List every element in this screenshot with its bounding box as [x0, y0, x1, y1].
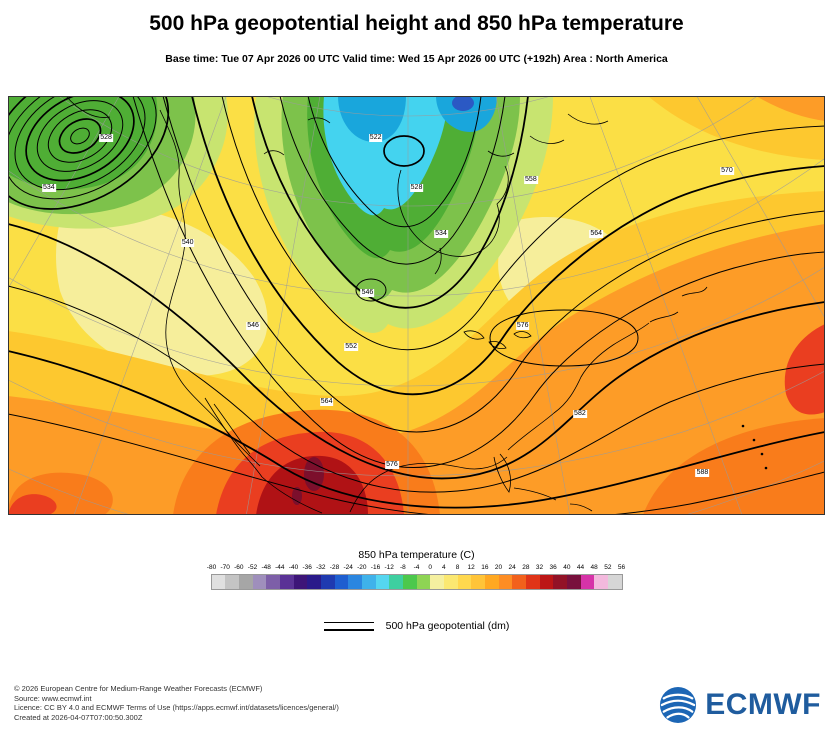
colorbar-cell	[266, 575, 280, 589]
colorbar-tick-label: -12	[384, 564, 394, 571]
colorbar-tick-label: 16	[481, 564, 489, 571]
colorbar-tick-label: -44	[275, 564, 285, 571]
colorbar-cell	[566, 575, 581, 589]
colorbar-tick-label: -24	[343, 564, 353, 571]
colorbar-tick-label: 40	[563, 564, 571, 571]
temperature-legend-title: 850 hPa temperature (C)	[358, 549, 475, 561]
colorbar-tick-label: -80	[206, 564, 217, 571]
geopotential-legend-label: 500 hPa geopotential (dm)	[385, 620, 510, 632]
colorbar-tick-label: -16	[370, 564, 381, 571]
colorbar-tick-label: 12	[467, 564, 475, 571]
weather-map-svg	[8, 96, 825, 515]
colorbar-cell	[539, 575, 554, 589]
colorbar-tick-label: -40	[288, 564, 299, 571]
created-line: Created at 2026-04-07T07:00:50.300Z	[14, 712, 143, 722]
temperature-fill-layer	[8, 96, 825, 515]
source-line: Source: www.ecmwf.int	[14, 693, 92, 703]
footer-attribution: © 2026 European Centre for Medium-Range …	[14, 684, 339, 722]
temperature-colorbar: -80 -70 -60 -52 -48 -44 -40 -36 -32 -28 -24 -20 -16-…	[207, 564, 626, 590]
colorbar-tick-label: -36	[302, 564, 312, 571]
colorbar-tick-label: 36	[549, 564, 557, 571]
colorbar-tick-label: -60	[234, 564, 244, 571]
colorbar-tick-label: 8	[455, 564, 460, 571]
colorbar-cell	[307, 575, 321, 589]
chart-subtitle: Base time: Tue 07 Apr 2026 00 UTC Valid …	[165, 53, 668, 65]
colorbar-tick-label: 4	[442, 564, 446, 571]
colorbar-cell	[580, 575, 595, 589]
geopotential-legend: 500 hPa geopotential (dm)	[0, 620, 833, 632]
colorbar-cell	[471, 575, 485, 589]
temperature-colorbar-labels: -80 -70 -60 -52 -48 -44 -40 -36 -32 -28 -24 -20 -16-…	[207, 564, 626, 573]
ecmwf-logo-text: ECMWF	[705, 688, 821, 721]
colorbar-tick-label: -4	[413, 564, 420, 571]
colorbar-cell	[238, 575, 253, 589]
colorbar-cell	[607, 575, 622, 589]
colorbar-tick-label: 32	[535, 564, 544, 571]
colorbar-cell	[594, 575, 608, 589]
ecmwf-logo: ECMWF	[659, 686, 821, 724]
colorbar-tick-label: 48	[590, 564, 598, 571]
licence-line: Licence: CC BY 4.0 and ECMWF Terms of Us…	[14, 703, 339, 712]
colorbar-tick-label: 0	[428, 564, 432, 571]
colorbar-cell	[375, 575, 390, 589]
contour-line-icon	[323, 621, 374, 631]
temperature-colorbar-cells	[210, 574, 623, 590]
colorbar-cell	[293, 575, 308, 589]
colorbar-tick-label: 52	[604, 564, 612, 571]
ecmwf-globe-icon	[660, 686, 697, 724]
colorbar-cell	[484, 575, 499, 589]
colorbar-tick-label: 24	[508, 564, 516, 571]
colorbar-tick-label: -32	[316, 564, 326, 571]
colorbar-cell	[389, 575, 403, 589]
colorbar-cell	[443, 575, 458, 589]
weather-map: 534 528 540 546 522 528 534 546 552 564 576 558 564 5…	[8, 96, 825, 515]
colorbar-tick-label: -52	[247, 564, 258, 571]
colorbar-tick-label: 56	[617, 564, 626, 571]
colorbar-tick-label: -28	[329, 564, 340, 571]
colorbar-tick-label: -48	[261, 564, 271, 571]
coastlines-layer	[65, 96, 768, 514]
colorbar-cell	[320, 575, 335, 589]
colorbar-cell	[211, 575, 226, 589]
colorbar-cell	[348, 575, 362, 589]
colorbar-tick-label: -20	[357, 564, 367, 571]
colorbar-cell	[430, 575, 444, 589]
colorbar-tick-label: 44	[576, 564, 585, 571]
colorbar-tick-label: -8	[399, 564, 406, 571]
geopotential-contours-layer	[8, 96, 825, 515]
map-border	[8, 96, 825, 515]
colorbar-cell	[512, 575, 526, 589]
colorbar-cell	[457, 575, 472, 589]
colorbar-cell	[498, 575, 513, 589]
colorbar-cell	[416, 575, 431, 589]
colorbar-cell	[334, 575, 349, 589]
colorbar-tick-label: 20	[494, 564, 503, 571]
copyright-line: © 2026 European Centre for Medium-Range …	[14, 684, 263, 693]
colorbar-cell	[525, 575, 540, 589]
colorbar-cell	[252, 575, 267, 589]
colorbar-cell	[402, 575, 417, 589]
colorbar-tick-label: 28	[522, 564, 530, 571]
colorbar-cell	[361, 575, 376, 589]
colorbar-cell	[279, 575, 294, 589]
colorbar-cell	[553, 575, 567, 589]
colorbar-tick-label: -70	[220, 564, 230, 571]
colorbar-cell	[225, 575, 239, 589]
page-title: 500 hPa geopotential height and 850 hPa …	[149, 12, 684, 35]
